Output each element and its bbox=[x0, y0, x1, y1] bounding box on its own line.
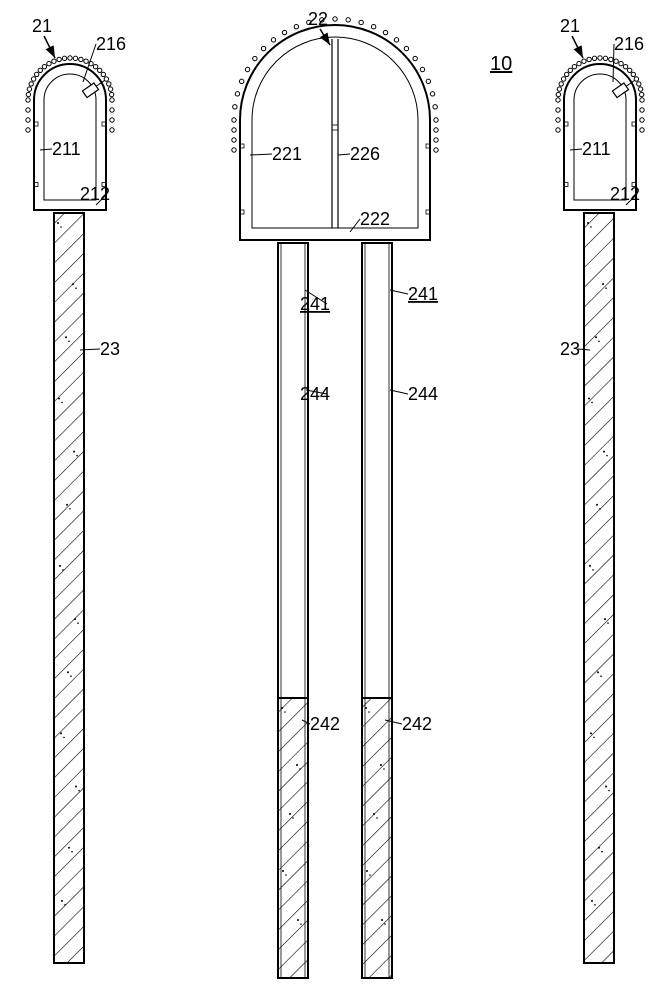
center-pile-0: 241 244 242 bbox=[278, 243, 340, 978]
svg-text:242: 242 bbox=[402, 714, 432, 734]
large-tunnel: 22 221 226 222 241 244 242 241 244 242 bbox=[232, 9, 438, 978]
svg-text:241: 241 bbox=[300, 294, 330, 314]
svg-text:241: 241 bbox=[408, 284, 438, 304]
svg-text:23: 23 bbox=[560, 339, 580, 359]
svg-text:211: 211 bbox=[52, 139, 81, 159]
svg-text:212: 212 bbox=[80, 184, 110, 204]
svg-text:242: 242 bbox=[310, 714, 340, 734]
svg-text:222: 222 bbox=[360, 209, 390, 229]
svg-text:21: 21 bbox=[560, 16, 580, 36]
svg-text:22: 22 bbox=[308, 9, 328, 29]
svg-text:21: 21 bbox=[32, 16, 52, 36]
svg-text:244: 244 bbox=[408, 384, 438, 404]
svg-text:244: 244 bbox=[300, 384, 330, 404]
small-tunnel-left: 21 216 211 212 23 bbox=[26, 16, 126, 963]
svg-text:212: 212 bbox=[610, 184, 640, 204]
svg-text:211: 211 bbox=[582, 139, 611, 159]
svg-text:216: 216 bbox=[614, 34, 644, 54]
svg-text:226: 226 bbox=[350, 144, 380, 164]
svg-text:221: 221 bbox=[272, 144, 302, 164]
center-pile-1: 241 244 242 bbox=[362, 243, 438, 978]
svg-text:23: 23 bbox=[100, 339, 120, 359]
small-tunnel-right: 21 216 211 212 23 bbox=[556, 16, 644, 963]
svg-text:10: 10 bbox=[490, 53, 512, 75]
svg-text:216: 216 bbox=[96, 34, 126, 54]
